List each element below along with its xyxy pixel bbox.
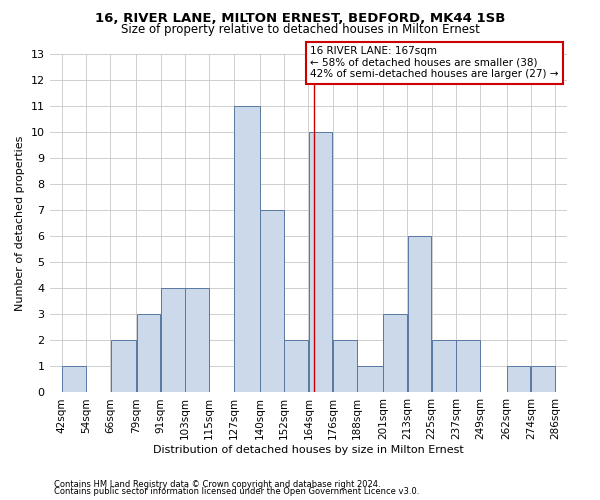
Bar xyxy=(234,106,260,393)
Bar xyxy=(333,340,356,392)
Bar xyxy=(383,314,407,392)
Bar xyxy=(185,288,209,393)
Text: 16 RIVER LANE: 167sqm
← 58% of detached houses are smaller (38)
42% of semi-deta: 16 RIVER LANE: 167sqm ← 58% of detached … xyxy=(310,46,559,80)
Text: 16, RIVER LANE, MILTON ERNEST, BEDFORD, MK44 1SB: 16, RIVER LANE, MILTON ERNEST, BEDFORD, … xyxy=(95,12,505,24)
Bar xyxy=(408,236,431,392)
Bar xyxy=(357,366,383,392)
Bar xyxy=(161,288,185,393)
Text: Contains public sector information licensed under the Open Government Licence v3: Contains public sector information licen… xyxy=(54,487,419,496)
Bar xyxy=(308,132,332,392)
Text: Size of property relative to detached houses in Milton Ernest: Size of property relative to detached ho… xyxy=(121,22,479,36)
Y-axis label: Number of detached properties: Number of detached properties xyxy=(15,136,25,311)
Bar xyxy=(62,366,86,392)
X-axis label: Distribution of detached houses by size in Milton Ernest: Distribution of detached houses by size … xyxy=(153,445,464,455)
Bar xyxy=(260,210,284,392)
Bar xyxy=(284,340,308,392)
Bar xyxy=(137,314,160,392)
Bar xyxy=(110,340,136,392)
Text: Contains HM Land Registry data © Crown copyright and database right 2024.: Contains HM Land Registry data © Crown c… xyxy=(54,480,380,489)
Bar xyxy=(507,366,530,392)
Bar xyxy=(531,366,555,392)
Bar xyxy=(456,340,480,392)
Bar xyxy=(432,340,455,392)
